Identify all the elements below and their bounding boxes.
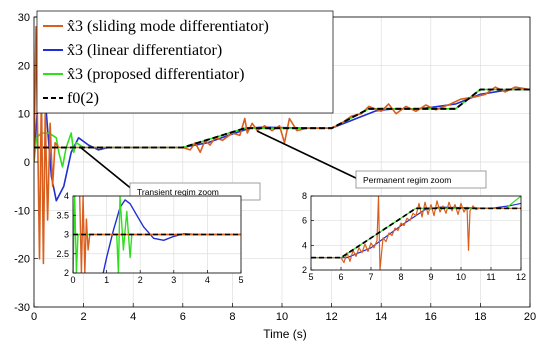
legend-label: x̂3 (proposed differentiator)	[67, 66, 244, 83]
inset-transient-xtick-label: 0	[70, 275, 75, 285]
main-xtick-label: 0	[31, 311, 37, 323]
permanent-zoom-connector	[256, 130, 361, 181]
legend-label: x̂3 (sliding mode differentiator)	[67, 18, 269, 35]
zoom-connectors	[79, 130, 361, 191]
main-xtick-label: 16	[425, 311, 437, 323]
main-xtick-label: 18	[474, 311, 486, 323]
permanent-callout-box	[355, 170, 487, 189]
x-axis-label: Time (s)	[263, 327, 307, 341]
main-xtick-label: 6	[180, 311, 186, 323]
main-series-sliding	[34, 25, 530, 265]
legend: x̂3 (sliding mode differentiator) x̂3 (li…	[36, 10, 334, 114]
main-xtick-label: 4	[130, 311, 136, 323]
permanent-callout-label: Permanent regim zoom	[363, 175, 451, 185]
inset-permanent-series-reference-top	[311, 207, 521, 259]
inset-permanent-ytick-label: 8	[302, 191, 307, 201]
inset-permanent-xtick-label: 6	[338, 272, 343, 282]
main-xtick-label: 2	[81, 311, 87, 323]
permanent-zoom-inset: 5 6 7 8 9 10 11 12 2 4 6 8	[302, 191, 526, 282]
inset-permanent-xtick-label: 7	[368, 272, 373, 282]
main-xtick-label: 20	[524, 311, 536, 323]
inset-permanent-ytick-label: 4	[302, 240, 307, 250]
inset-permanent-frame	[310, 195, 522, 271]
inset-transient-ytick-label: 3.5	[56, 210, 69, 220]
main-ytick-label: 10	[18, 109, 30, 121]
inset-transient-xtick-label: 2	[138, 275, 143, 285]
inset-permanent-xtick-label: 11	[486, 272, 495, 282]
transient-zoom-connector	[79, 146, 134, 191]
permanent-callout: Permanent regim zoom	[355, 170, 487, 189]
inset-permanent-ytick-label: 6	[302, 216, 307, 226]
inset-permanent-ytick-label: 2	[302, 265, 307, 275]
main-xtick-label: 8	[229, 311, 235, 323]
main-ytick-label: -30	[14, 302, 30, 314]
inset-transient-xtick-label: 1	[104, 275, 109, 285]
main-series-reference-top	[34, 88, 530, 149]
inset-transient-xtick-label: 5	[238, 275, 243, 285]
main-xtick-label: 14	[375, 311, 387, 323]
inset-permanent-xtick-label: 12	[516, 272, 526, 282]
main-ytick-label: -20	[14, 254, 30, 266]
inset-permanent-plot-area	[311, 196, 521, 270]
inset-transient-ytick-label: 2	[64, 268, 69, 278]
inset-transient-xtick-label: 4	[205, 275, 210, 285]
main-ytick-label: 0	[24, 157, 30, 169]
inset-transient-xtick-label: 3	[171, 275, 176, 285]
main-xtick-label: 10	[276, 311, 288, 323]
inset-permanent-xtick-label: 9	[428, 272, 433, 282]
main-ytick-label: -10	[14, 205, 30, 217]
main-ytick-label: 30	[18, 12, 30, 24]
inset-transient-ytick-label: 3	[64, 230, 69, 240]
legend-box	[36, 10, 334, 114]
inset-transient-ytick-label: 2.5	[56, 249, 69, 259]
legend-label: f0(2)	[67, 90, 99, 107]
inset-permanent-xtick-label: 8	[398, 272, 403, 282]
inset-permanent-xtick-label: 5	[308, 272, 313, 282]
transient-zoom-inset: 0 1 2 3 4 5 2 2.5 3 3.5 4	[56, 191, 243, 285]
main-xtick-label: 12	[325, 311, 337, 323]
inset-permanent-series-sliding	[311, 196, 521, 270]
main-ytick-label: 20	[18, 60, 30, 72]
legend-label: x̂3 (linear differentiator)	[67, 42, 222, 59]
inset-permanent-xtick-label: 10	[456, 272, 466, 282]
transient-callout-label: Transient regim zoom	[137, 187, 219, 197]
inset-transient-ytick-label: 4	[64, 191, 69, 201]
